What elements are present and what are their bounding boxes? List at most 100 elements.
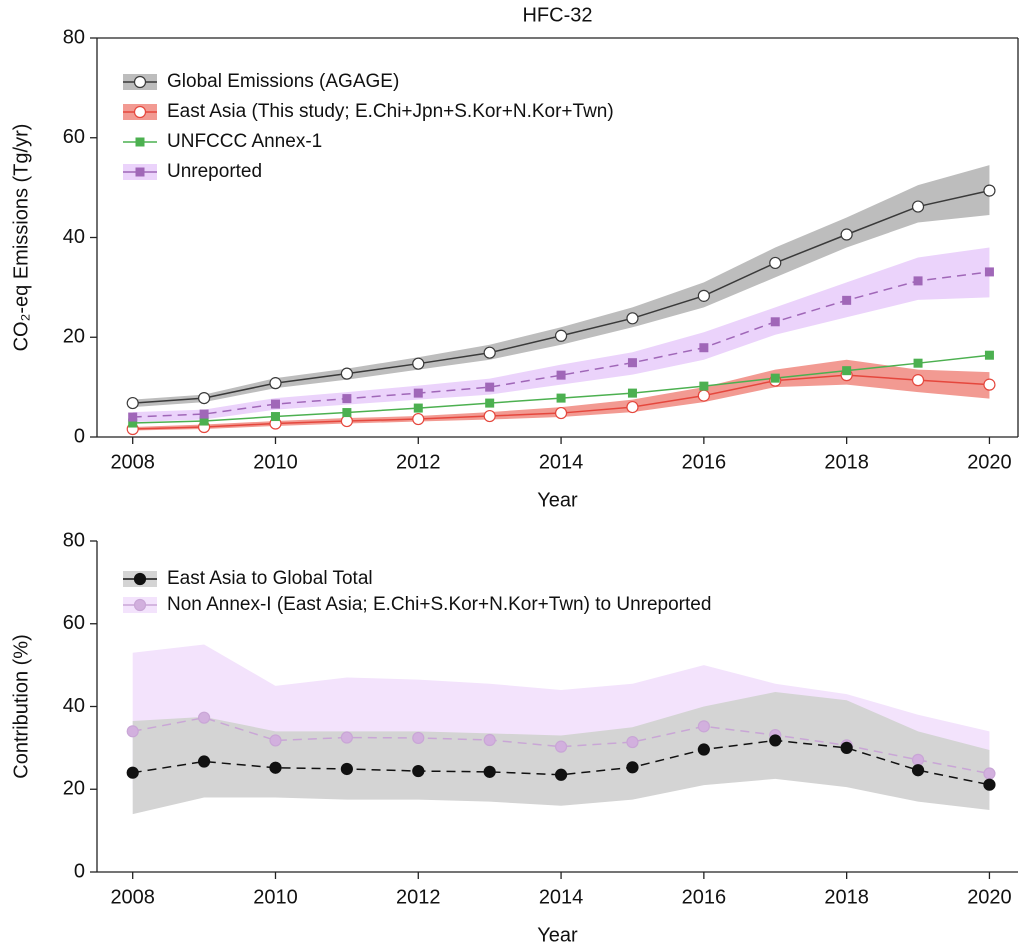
marker — [769, 734, 782, 747]
marker — [556, 370, 566, 380]
marker — [483, 409, 496, 423]
y-tick-label: 0 — [74, 425, 85, 447]
marker — [483, 733, 496, 747]
marker — [485, 382, 495, 392]
marker — [911, 200, 925, 213]
marker — [627, 388, 637, 398]
x-axis-label: Year — [537, 924, 578, 946]
marker — [699, 381, 709, 391]
marker — [133, 75, 147, 89]
marker — [342, 408, 352, 418]
marker — [485, 398, 495, 408]
x-tick-label: 2016 — [682, 886, 727, 908]
marker — [697, 289, 710, 302]
marker — [269, 761, 282, 774]
x-tick-label: 2018 — [824, 886, 869, 908]
panel: HFC-32 0 20 40 60 80 2008 2010 2012 2014 2016 2018 2… — [10, 4, 1019, 511]
marker — [842, 295, 852, 305]
x-tick-label: 2016 — [682, 451, 727, 473]
marker — [983, 778, 996, 791]
marker — [342, 394, 352, 404]
marker — [913, 358, 923, 368]
chart-title: HFC-32 — [522, 4, 592, 26]
marker — [126, 766, 139, 779]
marker — [984, 267, 994, 277]
marker — [412, 357, 425, 370]
uncertainty-band — [132, 247, 990, 423]
marker — [840, 228, 853, 241]
marker — [269, 377, 282, 390]
marker — [840, 741, 853, 754]
marker — [483, 346, 496, 359]
x-tick-label: 2012 — [396, 886, 441, 908]
marker — [842, 366, 852, 376]
marker — [626, 761, 639, 774]
marker — [269, 734, 282, 747]
marker — [412, 764, 425, 778]
marker — [911, 764, 925, 777]
x-tick-label: 2018 — [824, 451, 869, 473]
marker — [554, 329, 568, 342]
marker — [133, 105, 147, 119]
y-tick-label: 20 — [63, 326, 85, 348]
legend-label: East Asia (This study; E.Chi+Jpn+S.Kor+N… — [167, 101, 614, 122]
marker — [697, 389, 710, 402]
marker — [554, 740, 568, 753]
marker — [769, 256, 782, 270]
x-tick-label: 2020 — [967, 886, 1012, 908]
marker — [627, 358, 637, 368]
uncertainty-band — [132, 692, 990, 815]
x-tick-label: 2010 — [253, 451, 298, 473]
x-tick-label: 2012 — [396, 451, 441, 473]
marker — [197, 391, 211, 405]
x-tick-label: 2010 — [253, 886, 298, 908]
x-tick-label: 2014 — [539, 886, 584, 908]
marker — [128, 418, 138, 428]
y-tick-label: 20 — [63, 778, 85, 800]
panel: 0 20 40 60 80 2008 2010 2012 2014 2016 2018 2020 Yea… — [10, 529, 1018, 946]
legend-label: UNFCCC Annex-1 — [167, 131, 322, 152]
y-tick-label: 80 — [63, 529, 85, 551]
marker — [413, 388, 423, 398]
legend-label: Non Annex-I (East Asia; E.Chi+S.Kor+N.Ko… — [167, 594, 711, 615]
marker — [126, 725, 139, 738]
marker — [133, 598, 147, 612]
y-tick-label: 40 — [63, 695, 85, 717]
marker — [984, 350, 994, 360]
marker — [983, 767, 996, 780]
marker — [340, 731, 353, 744]
marker — [270, 412, 280, 422]
marker — [199, 416, 209, 426]
legend-label: Unreported — [167, 161, 262, 182]
marker — [135, 137, 145, 147]
legend-label: East Asia to Global Total — [167, 568, 373, 589]
marker — [412, 731, 425, 745]
marker — [197, 711, 211, 724]
marker — [911, 753, 925, 766]
marker — [412, 412, 425, 426]
legend-label: Global Emissions (AGAGE) — [167, 71, 399, 92]
marker — [911, 374, 925, 387]
y-tick-label: 80 — [63, 26, 85, 48]
marker — [340, 414, 353, 428]
marker — [128, 412, 138, 422]
y-axis-label: Contribution (%) — [10, 634, 32, 779]
marker — [913, 276, 923, 286]
x-axis-label: Year — [537, 489, 578, 511]
marker — [556, 393, 566, 403]
x-tick-label: 2020 — [967, 451, 1012, 473]
y-tick-label: 40 — [63, 226, 85, 248]
x-tick-label: 2008 — [110, 886, 155, 908]
marker — [983, 378, 996, 391]
y-tick-label: 0 — [74, 860, 85, 882]
marker — [483, 765, 496, 778]
marker — [697, 720, 710, 733]
legend: East Asia to Global Total Non Annex-I (Ea… — [123, 568, 711, 615]
marker — [983, 184, 996, 197]
x-tick-label: 2014 — [539, 451, 584, 473]
marker — [199, 409, 209, 419]
legend: Global Emissions (AGAGE) East Asia (This … — [123, 71, 614, 182]
marker — [270, 399, 280, 409]
y-tick-label: 60 — [63, 612, 85, 634]
marker — [197, 755, 211, 768]
